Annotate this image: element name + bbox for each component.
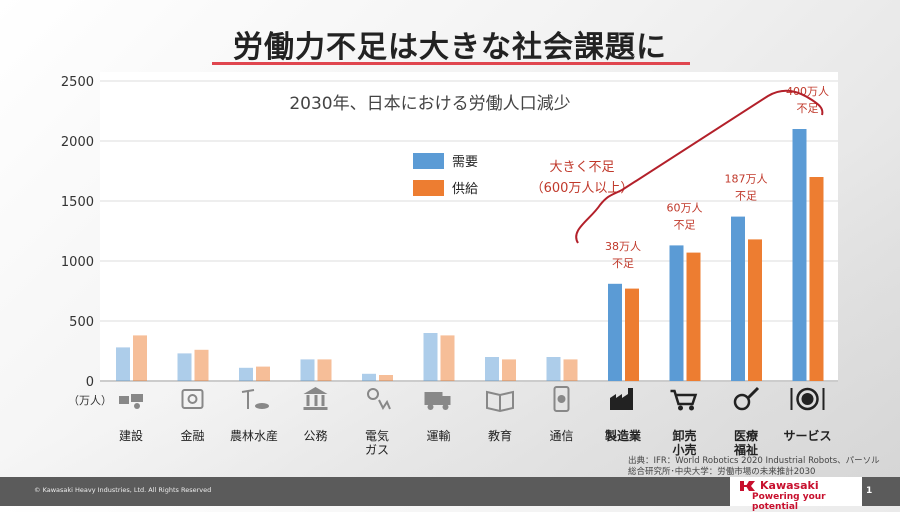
- category-label: 公務: [303, 429, 327, 443]
- bar-supply: [317, 359, 332, 381]
- callout-text: （600万人以上）: [531, 181, 634, 196]
- category-label: 農林水産: [230, 428, 278, 443]
- category-label: ガス: [365, 443, 389, 457]
- government-building-icon: [303, 387, 328, 410]
- utility-icon: [367, 388, 391, 410]
- shortage-label: 不足: [735, 190, 757, 203]
- safe-icon: [181, 389, 204, 409]
- callout-text: 大きく不足: [549, 160, 614, 175]
- farming-fishing-icon: [241, 389, 269, 409]
- bar-demand: [608, 283, 622, 381]
- bar-supply: [379, 375, 393, 381]
- shortage-label: 60万人: [667, 201, 703, 214]
- tagline: Powering your potential: [752, 492, 826, 512]
- shortage-label: 38万人: [605, 240, 641, 253]
- bar-demand: [792, 129, 807, 381]
- labor-shortage-chart: 0 500 1000 1500 2000 2500 2030年、日本における労働人口減少需要…: [61, 75, 838, 457]
- shortage-label: 187万人: [725, 173, 768, 186]
- bar-demand: [116, 347, 130, 381]
- page-number: 1: [866, 486, 873, 496]
- category-label: 製造業: [604, 428, 642, 443]
- legend-swatch: [413, 180, 444, 196]
- bar-supply: [440, 335, 455, 381]
- page-title: 労働力不足は大きな社会課題に: [233, 30, 667, 65]
- source-note: 出典：IFR：World Robotics 2020 Industrial Ro…: [628, 456, 880, 477]
- bar-supply: [686, 252, 701, 381]
- callout-brace: [575, 89, 824, 244]
- bar-supply: [809, 177, 824, 381]
- chart-panel: [100, 72, 838, 382]
- logo-text: Kawasaki: [760, 479, 819, 492]
- bar-demand: [485, 357, 499, 381]
- legend-label: 需要: [452, 155, 478, 170]
- category-label: 電気: [365, 428, 389, 443]
- category-label: 通信: [549, 429, 573, 443]
- category-label: 教育: [488, 428, 512, 443]
- bar-supply: [502, 359, 516, 381]
- bar-demand: [546, 357, 561, 381]
- bar-supply: [625, 288, 639, 381]
- bar-supply: [748, 239, 762, 381]
- footer-bar: © Kawasaki Heavy Industries, Ltd. All Ri…: [0, 477, 900, 512]
- category-label: 福祉: [733, 442, 758, 457]
- bar-supply: [256, 366, 270, 381]
- bar-demand: [177, 353, 192, 381]
- title-underline: [212, 62, 690, 65]
- y-tick-label: 2000: [61, 135, 94, 150]
- construction-icon: [119, 394, 143, 409]
- smartphone-icon: [553, 386, 570, 412]
- bar-supply: [194, 349, 209, 381]
- chart-title: 2030年、日本における労働人口減少: [289, 94, 570, 114]
- copyright: © Kawasaki Heavy Industries, Ltd. All Ri…: [34, 486, 212, 494]
- dining-icon: [790, 387, 825, 411]
- y-tick-label: 0: [86, 375, 94, 390]
- kawasaki-mark-icon: [740, 481, 755, 491]
- shopping-cart-icon: [670, 389, 698, 411]
- category-label: 小売: [672, 442, 696, 457]
- bar-demand: [239, 367, 253, 381]
- bar-demand: [423, 333, 438, 381]
- unit-label: （万人）: [68, 394, 112, 407]
- truck-icon: [424, 392, 451, 410]
- bar-supply: [563, 359, 578, 381]
- shortage-label: 不足: [612, 257, 634, 270]
- bar-supply: [133, 335, 147, 381]
- category-label: 卸売: [672, 428, 696, 443]
- kawasaki-logo: Kawasaki Powering your potential: [730, 477, 862, 512]
- book-icon: [486, 390, 514, 413]
- bar-demand: [300, 359, 315, 381]
- shortage-label: 400万人: [786, 85, 829, 98]
- category-label: 運輸: [426, 428, 450, 443]
- category-label: 医療: [734, 428, 758, 443]
- category-label: 建設: [119, 428, 143, 443]
- y-tick-label: 1000: [61, 255, 94, 270]
- y-tick-label: 500: [69, 315, 94, 330]
- bar-demand: [669, 245, 684, 381]
- legend-swatch: [413, 153, 444, 169]
- medical-icon: [733, 386, 760, 411]
- legend-label: 供給: [452, 182, 478, 197]
- category-label: 金融: [180, 428, 204, 443]
- factory-icon: [610, 388, 633, 410]
- shortage-label: 不足: [797, 102, 819, 115]
- bar-demand: [731, 216, 745, 381]
- category-label: サービス: [783, 428, 831, 443]
- y-tick-label: 1500: [61, 195, 94, 210]
- bar-demand: [362, 373, 376, 381]
- shortage-label: 不足: [674, 218, 696, 231]
- y-tick-label: 2500: [61, 75, 94, 90]
